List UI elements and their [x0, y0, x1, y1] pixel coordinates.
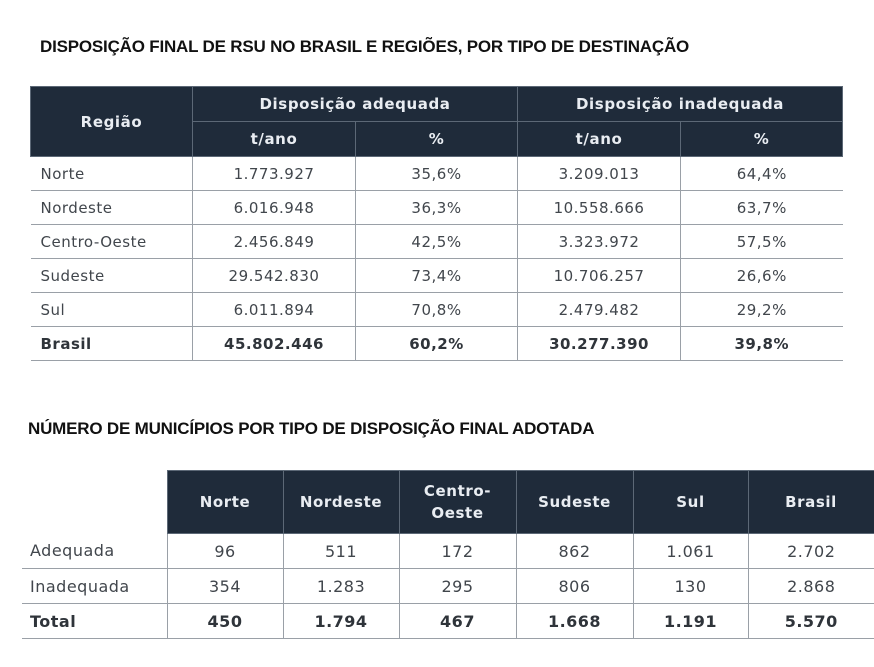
- table-row: Inadequada 354 1.283 295 806 130 2.868: [22, 568, 874, 604]
- table-row: Sudeste 29.542.830 73,4% 10.706.257 26,6…: [30, 258, 843, 293]
- header-label-line2: Oeste: [431, 504, 484, 522]
- adequate-pct: 36,3%: [354, 190, 518, 225]
- cell-sul: 1.191: [632, 603, 748, 639]
- adequate-pct: 42,5%: [354, 224, 518, 259]
- header-adequate-group: Disposição adequada: [191, 86, 519, 122]
- adequate-tons: 1.773.927: [192, 156, 356, 191]
- adequate-tons: 6.016.948: [192, 190, 356, 225]
- region-name: Nordeste: [30, 190, 193, 225]
- adequate-tons: 2.456.849: [192, 224, 356, 259]
- adequate-tons: 29.542.830: [192, 258, 356, 293]
- inadequate-pct: 64,4%: [680, 156, 843, 191]
- adequate-pct: 35,6%: [354, 156, 518, 191]
- table2-title: NÚMERO DE MUNICÍPIOS POR TIPO DE DISPOSI…: [28, 419, 595, 438]
- region-name: Sul: [30, 292, 193, 327]
- inadequate-tons: 2.479.482: [517, 292, 681, 327]
- inadequate-tons: 10.558.666: [517, 190, 681, 225]
- cell-norte: 96: [166, 533, 283, 569]
- inadequate-tons: 3.209.013: [517, 156, 681, 191]
- cell-centro-oeste: 295: [398, 568, 516, 604]
- header-label: Nordeste: [299, 493, 383, 511]
- header-adequate-tons: t/ano: [192, 121, 356, 157]
- cell-sudeste: 1.668: [515, 603, 633, 639]
- adequate-pct: 73,4%: [354, 258, 518, 293]
- inadequate-pct: 29,2%: [680, 292, 843, 327]
- cell-sudeste: 862: [515, 533, 633, 569]
- cell-nordeste: 511: [282, 533, 399, 569]
- cell-sul: 1.061: [632, 533, 748, 569]
- row-label: Total: [22, 603, 167, 639]
- region-name: Sudeste: [30, 258, 193, 293]
- cell-sul: 130: [632, 568, 748, 604]
- rsu-disposal-table: Região Disposição adequada Disposição in…: [30, 86, 844, 361]
- municipalities-table: Norte Nordeste Centro- Oeste Sudeste Sul …: [22, 470, 874, 639]
- table-row: Centro-Oeste 2.456.849 42,5% 3.323.972 5…: [30, 224, 843, 259]
- row-label: Inadequada: [22, 568, 167, 604]
- cell-brasil: 5.570: [747, 603, 874, 639]
- cell-norte: 354: [166, 568, 283, 604]
- header-brasil: Brasil: [747, 470, 874, 534]
- inadequate-tons: 10.706.257: [517, 258, 681, 293]
- inadequate-pct: 26,6%: [680, 258, 843, 293]
- header-inadequate-tons: t/ano: [517, 121, 682, 157]
- header-blank: [22, 471, 167, 534]
- header-sul: Sul: [632, 470, 749, 534]
- region-name: Centro-Oeste: [30, 224, 193, 259]
- header-label: Norte: [199, 493, 251, 511]
- header-centro-oeste: Centro- Oeste: [398, 470, 517, 534]
- cell-sudeste: 806: [515, 568, 633, 604]
- header-adequate-pct: %: [354, 121, 519, 157]
- table-row: Sul 6.011.894 70,8% 2.479.482 29,2%: [30, 292, 843, 327]
- cell-centro-oeste: 172: [398, 533, 516, 569]
- adequate-pct: 70,8%: [354, 292, 518, 327]
- cell-norte: 450: [166, 603, 283, 639]
- row-label: Adequada: [22, 533, 167, 569]
- header-label-line1: Centro-: [423, 482, 492, 500]
- header-label: Brasil: [785, 493, 837, 511]
- inadequate-pct: 63,7%: [680, 190, 843, 225]
- cell-centro-oeste: 467: [398, 603, 516, 639]
- header-region: Região: [30, 86, 193, 157]
- header-label: Sudeste: [538, 493, 611, 511]
- table-row: Adequada 96 511 172 862 1.061 2.702: [22, 533, 874, 569]
- cell-nordeste: 1.794: [282, 603, 399, 639]
- adequate-pct: 60,2%: [354, 326, 518, 361]
- inadequate-pct: 57,5%: [680, 224, 843, 259]
- header-nordeste: Nordeste: [282, 470, 400, 534]
- header-norte: Norte: [166, 470, 284, 534]
- table-row: Norte 1.773.927 35,6% 3.209.013 64,4%: [30, 156, 843, 191]
- adequate-tons: 6.011.894: [192, 292, 356, 327]
- table-row-total: Total 450 1.794 467 1.668 1.191 5.570: [22, 603, 874, 639]
- region-name: Brasil: [30, 326, 193, 361]
- header-inadequate-pct: %: [680, 121, 844, 157]
- header-inadequate-group: Disposição inadequada: [517, 86, 844, 122]
- table1-title: DISPOSIÇÃO FINAL DE RSU NO BRASIL E REGI…: [40, 37, 690, 56]
- inadequate-tons: 3.323.972: [517, 224, 681, 259]
- inadequate-tons: 30.277.390: [517, 326, 681, 361]
- adequate-tons: 45.802.446: [192, 326, 356, 361]
- cell-brasil: 2.702: [747, 533, 874, 569]
- inadequate-pct: 39,8%: [680, 326, 843, 361]
- header-label: Sul: [676, 493, 705, 511]
- cell-nordeste: 1.283: [282, 568, 399, 604]
- table-row: Nordeste 6.016.948 36,3% 10.558.666 63,7…: [30, 190, 843, 225]
- table-row-total: Brasil 45.802.446 60,2% 30.277.390 39,8%: [30, 326, 843, 361]
- region-name: Norte: [30, 156, 193, 191]
- cell-brasil: 2.868: [747, 568, 874, 604]
- header-sudeste: Sudeste: [515, 470, 634, 534]
